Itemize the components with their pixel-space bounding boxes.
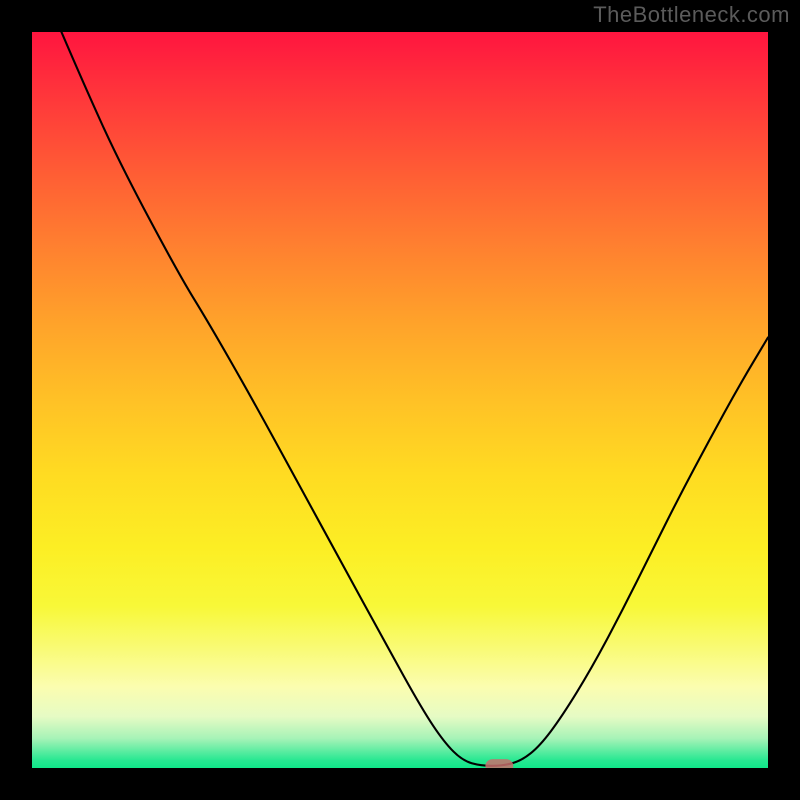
bottleneck-chart [0,0,800,800]
gradient-background [32,32,768,768]
watermark-text: TheBottleneck.com [593,2,790,28]
chart-container: TheBottleneck.com [0,0,800,800]
